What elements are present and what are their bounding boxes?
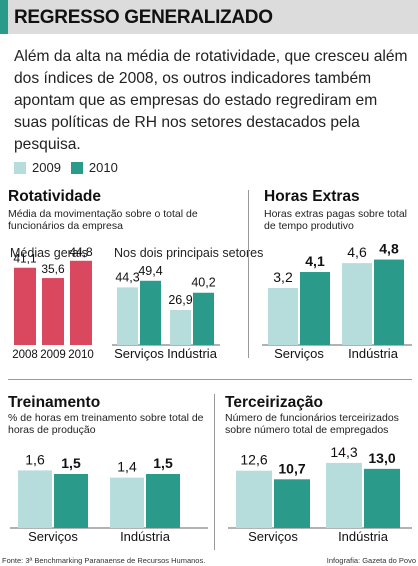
rotatividade-title: Rotatividade: [8, 188, 102, 205]
divider-horizontal: [8, 379, 412, 380]
treinamento-category-label-Serviços: Serviços: [28, 529, 78, 544]
setores-bar-Serviços-2010: [140, 280, 161, 345]
footer-credit: Infografia: Gazeta do Povo: [326, 556, 416, 565]
terceirizacao-bar-Indústria-2009: [326, 462, 362, 528]
setores-bar-Serviços-2009: [117, 287, 138, 345]
treinamento-value-label-Serviços-2009: 1,6: [25, 451, 45, 467]
treinamento-value-label-Indústria-2010: 1,5: [153, 455, 173, 471]
treinamento-bar-Serviços-2010: [54, 474, 88, 528]
rot-value-label-2008: 41,1: [13, 252, 37, 266]
horas-extras-title: Horas Extras: [264, 188, 360, 205]
terceirizacao-title: Terceirização: [225, 394, 323, 411]
treinamento-value-label-Indústria-2009: 1,4: [117, 459, 137, 475]
rot-bar-2009: [42, 278, 64, 345]
horas-extras-value-label-Serviços-2010: 4,1: [305, 253, 325, 269]
setores-category-label-Serviços: Serviços: [114, 346, 164, 361]
horas-extras-bar-Indústria-2009: [342, 263, 372, 345]
terceirizacao-value-label-Serviços-2010: 10,7: [278, 460, 305, 476]
legend-swatch-2010: [70, 161, 83, 174]
horas-extras-category-label-Serviços: Serviços: [274, 346, 324, 361]
treinamento-bar-Indústria-2010: [146, 474, 180, 528]
terceirizacao-bar-Indústria-2010: [364, 468, 400, 528]
terceirizacao-bar-Serviços-2010: [274, 479, 310, 528]
horas-extras-value-label-Indústria-2009: 4,6: [347, 244, 367, 260]
terceirizacao-bar-Serviços-2009: [236, 470, 272, 528]
terceirizacao-value-label-Indústria-2010: 13,0: [368, 450, 395, 466]
setores-label: Nos dois principais setores: [114, 246, 264, 260]
horas-extras-bar-Indústria-2010: [374, 259, 404, 345]
header-bar: [0, 0, 418, 34]
header-accent: [0, 0, 8, 34]
setores-value-label-Indústria-2009: 26,9: [168, 293, 192, 307]
horas-extras-bar-Serviços-2009: [268, 288, 298, 345]
rot-value-label-2010: 44,8: [69, 245, 93, 259]
setores-category-label-Indústria: Indústria: [167, 346, 218, 361]
horas-extras-subtitle: Horas extras pagas sobre total de tempo …: [264, 208, 407, 232]
setores-value-label-Serviços-2009: 44,3: [115, 270, 139, 284]
rot-category-label-2010: 2010: [68, 349, 94, 361]
legend-label-2009: 2009: [32, 160, 61, 175]
horas-extras-value-label-Serviços-2009: 3,2: [273, 269, 293, 285]
treinamento-subtitle: % de horas em treinamento sobre total de…: [8, 412, 204, 436]
rot-category-label-2009: 2009: [40, 349, 66, 361]
treinamento-bar-Serviços-2009: [18, 470, 52, 528]
treinamento-title: Treinamento: [8, 394, 101, 411]
treinamento-value-label-Serviços-2010: 1,5: [61, 455, 81, 471]
horas-extras-category-label-Indústria: Indústria: [348, 346, 399, 361]
legend: 2009 2010: [14, 160, 118, 175]
legend-swatch-2009: [14, 161, 26, 174]
terceirizacao-value-label-Serviços-2009: 12,6: [240, 452, 267, 468]
rot-category-label-2008: 2008: [12, 349, 38, 361]
terceirizacao-category-label-Serviços: Serviços: [248, 529, 298, 544]
horas-extras-bar-Serviços-2010: [300, 272, 330, 345]
divider-vertical-top: [248, 190, 249, 358]
terceirizacao-value-label-Indústria-2009: 14,3: [330, 444, 357, 460]
treinamento-category-label-Indústria: Indústria: [120, 529, 171, 544]
terceirizacao-subtitle: Número de funcionários terceirizados sob…: [225, 412, 399, 436]
setores-value-label-Serviços-2010: 49,4: [138, 264, 162, 278]
footer-source: Fonte: 3ª Benchmarking Paranaense de Rec…: [2, 556, 206, 565]
terceirizacao-category-label-Indústria: Indústria: [338, 529, 389, 544]
rot-value-label-2009: 35,6: [41, 262, 65, 276]
treinamento-bar-Indústria-2009: [110, 477, 144, 528]
rot-bar-2010: [70, 260, 92, 345]
divider-vertical-bottom: [214, 394, 215, 550]
page-title: REGRESSO GENERALIZADO: [14, 7, 273, 28]
setores-bar-Indústria-2010: [193, 292, 214, 345]
medias-gerais-label: Médias gerais: [10, 246, 88, 260]
setores-value-label-Indústria-2010: 40,2: [191, 276, 215, 290]
intro-text: Além da alta na média de rotatividade, q…: [14, 48, 408, 153]
rot-bar-2008: [14, 267, 36, 345]
rotatividade-subtitle: Média da movimentação sobre o total de f…: [8, 208, 198, 232]
horas-extras-value-label-Indústria-2010: 4,8: [379, 241, 399, 257]
legend-label-2010: 2010: [88, 160, 118, 175]
setores-bar-Indústria-2009: [170, 310, 191, 345]
